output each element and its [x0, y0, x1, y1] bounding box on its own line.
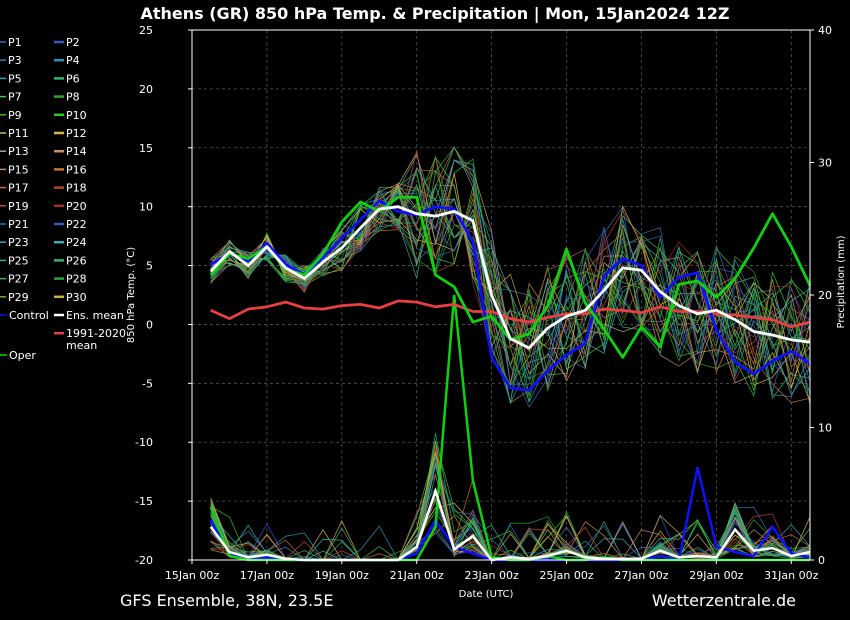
legend-p1-label: P1 [8, 36, 22, 49]
x-tick-label: 27Jan 00z [614, 569, 668, 582]
x-tick-label: 23Jan 00z [465, 569, 519, 582]
y2-axis-label: Precipitation (mm) [836, 235, 847, 328]
legend-p20-label: P20 [66, 200, 87, 213]
x-tick-label: 17Jan 00z [240, 569, 294, 582]
y-tick-label: 0 [146, 318, 153, 331]
x-tick-label: 31Jan 00z [764, 569, 818, 582]
y-tick-label: 20 [139, 83, 153, 96]
legend-p24-label: P24 [66, 236, 87, 249]
main-series [209, 195, 812, 392]
chart-title: Athens (GR) 850 hPa Temp. & Precipitatio… [140, 4, 729, 24]
y-tick-label: -20 [135, 554, 153, 567]
precip-member-p25 [210, 454, 811, 561]
legend-p16-label: P16 [66, 163, 87, 176]
legend: P1 P3 P5 P7 P9 P11 P13 P15 P17 P19 P21 P23 P25 P27 P29… [0, 36, 126, 362]
y-tick-label: 15 [139, 142, 153, 155]
legend-p14-label: P14 [66, 145, 87, 158]
legend-1991-2020-mean-label: 1991-2020 [66, 327, 126, 340]
member-line-p21 [210, 186, 811, 409]
footer-source: GFS Ensemble, 38N, 23.5E [120, 591, 333, 610]
legend-p29-label: P29 [8, 291, 29, 304]
member-line-p4 [210, 190, 811, 404]
legend-p9-label: P9 [8, 109, 22, 122]
legend-p6-label: P6 [66, 72, 80, 85]
member-line-p20 [210, 173, 811, 355]
legend-p27-label: P27 [8, 273, 29, 286]
y-tick-label: -10 [135, 436, 153, 449]
y-tick-label: -5 [142, 377, 153, 390]
legend-p19-label: P19 [8, 200, 29, 213]
x-axis-label: Date (UTC) [459, 589, 514, 600]
legend-p2-label: P2 [66, 36, 80, 49]
y-tick-label: 25 [139, 24, 153, 37]
x-tick-label: 19Jan 00z [315, 569, 369, 582]
legend-p21-label: P21 [8, 218, 29, 231]
x-tick-label: 21Jan 00z [390, 569, 444, 582]
legend-p7-label: P7 [8, 91, 22, 104]
legend-p13-label: P13 [8, 145, 29, 158]
legend-p8-label: P8 [66, 91, 80, 104]
legend-p10-label: P10 [66, 109, 87, 122]
legend-p15-label: P15 [8, 163, 29, 176]
member-line-p23 [210, 159, 811, 405]
member-line-p2 [210, 191, 811, 403]
legend-control-label: Control [9, 309, 49, 322]
legend-p12-label: P12 [66, 127, 87, 140]
legend-p25-label: P25 [8, 254, 29, 267]
y2-tick-label: 0 [818, 554, 825, 567]
member-line-p26 [210, 146, 811, 400]
precip-member-p6 [210, 454, 811, 561]
y2-tick-label: 30 [818, 157, 832, 170]
legend-p26-label: P26 [66, 254, 87, 267]
legend-p5-label: P5 [8, 72, 22, 85]
legend-p4-label: P4 [66, 54, 80, 67]
x-tick-label: 29Jan 00z [689, 569, 743, 582]
legend-p3-label: P3 [8, 54, 22, 67]
member-line-p18 [210, 155, 811, 381]
legend-p11-label: P11 [8, 127, 29, 140]
y2-tick-label: 10 [818, 422, 832, 435]
y-tick-label: -15 [135, 495, 153, 508]
y-axis-left: 25 20 15 10 5 0 -5 -10 -15 -20 [135, 24, 192, 567]
precip-member-p28 [210, 455, 811, 561]
legend-p22-label: P22 [66, 218, 87, 231]
legend-p23-label: P23 [8, 236, 29, 249]
precip-member-p14 [210, 453, 811, 561]
y-tick-label: 5 [146, 260, 153, 273]
legend-p17-label: P17 [8, 182, 29, 195]
y-tick-label: 10 [139, 201, 153, 214]
member-line-p24 [210, 166, 811, 355]
legend-1991-2020-mean-label: mean [66, 339, 97, 352]
member-line-p28 [210, 207, 811, 380]
x-axis: 15Jan 00z 17Jan 00z 19Jan 00z 21Jan 00z 23Ja… [165, 560, 819, 582]
x-tick-label: 25Jan 00z [539, 569, 593, 582]
legend-oper-label: Oper [9, 349, 36, 362]
x-tick-label: 15Jan 00z [165, 569, 219, 582]
legend-p18-label: P18 [66, 182, 87, 195]
y-axis-right: 40 30 20 10 0 [810, 24, 832, 567]
series-line-mean [209, 205, 811, 350]
legend-p30-label: P30 [66, 291, 87, 304]
legend-ens-mean-label: Ens. mean [66, 309, 124, 322]
legend-p28-label: P28 [66, 273, 87, 286]
y-axis-label: 850 hPa Temp. (°C) [126, 247, 137, 343]
y2-tick-label: 40 [818, 24, 832, 37]
footer-site: Wetterzentrale.de [652, 591, 796, 610]
precip-member-p30 [210, 451, 811, 561]
y2-tick-label: 20 [818, 289, 832, 302]
